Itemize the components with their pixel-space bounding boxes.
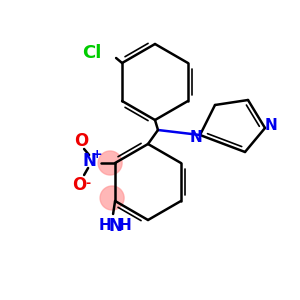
Text: +: +	[92, 148, 102, 161]
Text: O: O	[74, 132, 88, 150]
Text: -: -	[85, 176, 91, 190]
Text: Cl: Cl	[82, 44, 102, 62]
Text: N: N	[265, 118, 278, 134]
Text: O: O	[72, 176, 86, 194]
Circle shape	[100, 186, 124, 210]
Text: N: N	[108, 217, 122, 235]
Text: N: N	[190, 130, 202, 146]
Circle shape	[98, 151, 122, 175]
Text: N: N	[82, 152, 96, 170]
Text: H: H	[99, 218, 112, 233]
Text: H: H	[119, 218, 131, 233]
